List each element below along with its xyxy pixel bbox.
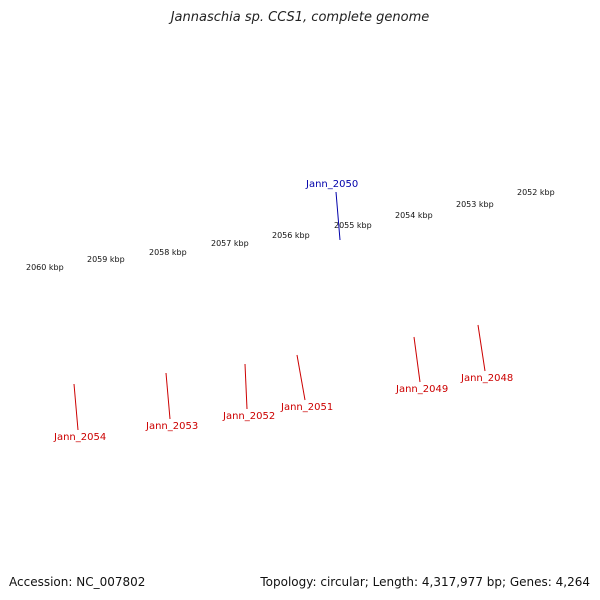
gene-label: Jann_2054 [53,432,106,443]
scale-labels: 2060 kbp 2059 kbp 2058 kbp 2057 kbp 2056 kbp… [26,188,555,272]
gene-labels: Jann_2050 Jann_2054 Jann_2053 Jann_2052 Jann… [53,179,513,443]
accession-text: Accession: NC_007802 [9,575,146,589]
gene-label: Jann_2053 [145,421,198,432]
scale-label: 2058 kbp [149,248,187,257]
gene-label: Jann_2049 [395,384,448,395]
scale-label: 2057 kbp [211,239,249,248]
scale-label: 2056 kbp [272,231,310,240]
label-leader-line [296,354,306,401]
label-leader-line [413,336,421,383]
label-leader-line [477,324,486,372]
label-leader-line [165,372,171,420]
gene-label: Jann_2051 [280,402,333,413]
scale-label: 2055 kbp [334,221,372,230]
label-leader-line [73,383,79,431]
label-leader-line [244,363,248,410]
scale-label: 2060 kbp [26,263,64,272]
gene-label: Jann_2048 [460,373,513,384]
scale-label: 2059 kbp [87,255,125,264]
genome-info-text: Topology: circular; Length: 4,317,977 bp… [260,575,590,589]
scale-label: 2053 kbp [456,200,494,209]
gene-label: Jann_2050 [305,179,358,190]
label-leader-line [335,191,341,241]
gene-label: Jann_2052 [222,411,275,422]
scale-label: 2052 kbp [517,188,555,197]
scale-label: 2054 kbp [395,211,433,220]
map-title: Jannaschia sp. CCS1, complete genome [170,10,430,25]
